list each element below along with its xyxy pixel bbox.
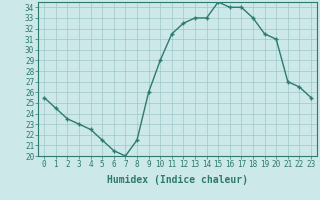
X-axis label: Humidex (Indice chaleur): Humidex (Indice chaleur) — [107, 175, 248, 185]
